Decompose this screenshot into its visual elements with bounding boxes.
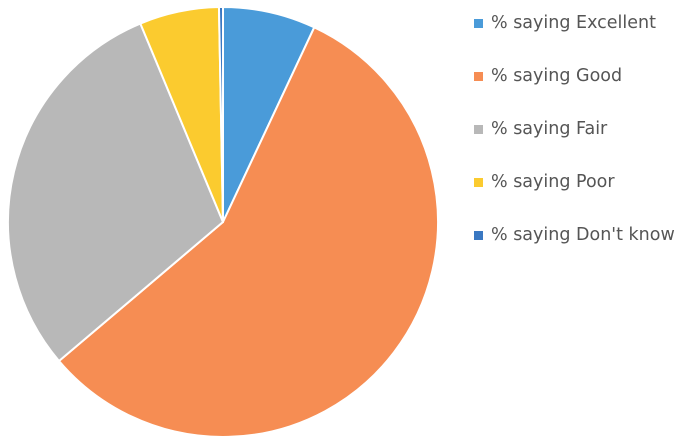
legend-label-good: % saying Good bbox=[491, 66, 623, 86]
legend-label-dont-know: % saying Don't know bbox=[491, 225, 675, 245]
legend-label-poor: % saying Poor bbox=[491, 172, 615, 192]
legend-label-fair: % saying Fair bbox=[491, 119, 608, 139]
pie-slices bbox=[7, 6, 439, 438]
pie-slice-good bbox=[58, 26, 439, 438]
legend-item-poor: % saying Poor bbox=[474, 169, 675, 196]
legend-item-fair: % saying Fair bbox=[474, 116, 675, 143]
legend-label-excellent: % saying Excellent bbox=[491, 13, 656, 33]
legend-item-dont-know: % saying Don't know bbox=[474, 222, 675, 249]
legend-swatch-excellent bbox=[474, 19, 483, 28]
chart-legend: % saying Excellent % saying Good % sayin… bbox=[474, 10, 675, 275]
legend-swatch-dont-know bbox=[474, 231, 483, 240]
pie-slice-fair bbox=[7, 22, 224, 363]
legend-item-excellent: % saying Excellent bbox=[474, 10, 675, 37]
legend-item-good: % saying Good bbox=[474, 63, 675, 90]
legend-swatch-fair bbox=[474, 125, 483, 134]
legend-swatch-poor bbox=[474, 178, 483, 187]
pie-slice-dont-know bbox=[217, 6, 224, 223]
legend-swatch-good bbox=[474, 72, 483, 81]
